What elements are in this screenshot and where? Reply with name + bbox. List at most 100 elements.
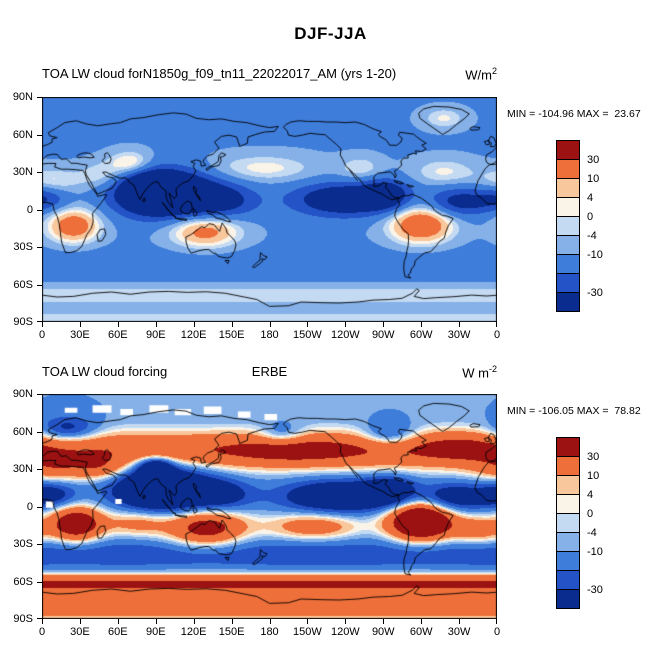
y-tick-label: 30N	[12, 166, 33, 178]
colorbar-cell	[556, 456, 580, 476]
colorbar-tick-label: -30	[587, 287, 603, 299]
y-tick-mark	[37, 469, 42, 470]
map-canvas-erbe	[42, 394, 497, 619]
colorbar-cell	[556, 437, 580, 457]
y-tick-label: 0	[26, 500, 33, 513]
colorbar-tick-label: -30	[587, 584, 603, 596]
x-tick-label: 120E	[180, 329, 207, 341]
colorbar-tick-label: 10	[587, 470, 600, 482]
y-tick-label: 60N	[12, 128, 33, 141]
y-tick-mark	[37, 394, 42, 395]
x-tick-mark	[496, 322, 497, 327]
x-tick-label: 150E	[218, 329, 245, 341]
panel1-minmax: MIN = -104.96 MAX = 23.67	[507, 108, 641, 120]
colorbar-tick-label: 10	[587, 173, 600, 185]
y-tick-label: 90N	[12, 91, 33, 103]
y-tick-label: 60N	[12, 425, 33, 438]
panel1-colorbar: 30 10 4 0 -4 -10 -30	[556, 140, 626, 312]
x-tick-mark	[155, 619, 157, 624]
y-tick-label: 0	[26, 203, 33, 216]
x-tick-label: 180	[260, 626, 279, 638]
x-tick-mark	[231, 322, 233, 327]
panel2-unit-exponent: -2	[488, 364, 497, 374]
x-tick-mark	[383, 322, 385, 327]
colorbar-tick-label: -4	[587, 527, 597, 539]
colorbar-cell	[556, 159, 580, 179]
panel2-map-frame	[42, 394, 497, 619]
panel1-left-title: TOA LW cloud forcing	[42, 66, 168, 81]
x-tick-mark	[269, 619, 271, 624]
x-tick-label: 0	[493, 329, 501, 341]
x-tick-mark	[383, 619, 385, 624]
panel2-lon-axis: 0 30E 60E 90E 120E 150E 180 150W 120W 90W 60W 30W 0	[39, 619, 501, 641]
x-tick-mark	[193, 619, 195, 624]
x-tick-mark	[42, 619, 43, 624]
x-tick-label: 150E	[218, 626, 245, 638]
y-tick-mark	[37, 544, 42, 545]
x-tick-mark	[42, 322, 43, 327]
x-tick-mark	[155, 322, 157, 327]
panel1-map-frame	[42, 97, 497, 322]
x-tick-mark	[496, 619, 497, 624]
y-tick-label: 60S	[13, 575, 33, 588]
x-tick-label: 120E	[180, 626, 207, 638]
y-tick-mark	[37, 506, 42, 508]
x-tick-mark	[269, 322, 271, 327]
colorbar-tick-label: -10	[587, 546, 603, 558]
x-tick-mark	[307, 619, 309, 624]
colorbar-tick-label: 0	[587, 211, 594, 223]
x-tick-label: 120W	[330, 329, 360, 341]
colorbar-cell	[556, 475, 580, 495]
colorbar-cell	[556, 216, 580, 236]
y-tick-mark	[37, 97, 42, 98]
y-tick-mark	[37, 247, 42, 248]
y-tick-mark	[37, 134, 42, 136]
panel1-unit-exponent: 2	[491, 66, 497, 76]
panel2-header: TOA LW cloud forcing ERBE W m-2	[42, 364, 497, 381]
colorbar-cell	[556, 494, 580, 514]
x-tick-label: 30E	[70, 626, 90, 638]
x-tick-label: 30W	[447, 626, 471, 638]
colorbar-cell	[556, 235, 580, 255]
x-tick-label: 30W	[447, 329, 471, 341]
panel2-lat-axis: 90N 60N 30N 0 30S 60S 90S	[0, 388, 42, 625]
y-tick-label: 30S	[13, 241, 33, 253]
colorbar-cell	[556, 273, 580, 293]
panel2-colorbar: 30 10 4 0 -4 -10 -30	[556, 437, 626, 609]
colorbar-cell	[556, 513, 580, 533]
x-tick-label: 150W	[293, 329, 322, 341]
x-tick-mark	[79, 619, 81, 624]
x-tick-mark	[307, 322, 309, 327]
x-tick-label: 120W	[330, 626, 360, 638]
colorbar-tick-label: -10	[587, 249, 603, 261]
x-tick-mark	[231, 619, 233, 624]
colorbar-tick-label: 30	[587, 451, 600, 463]
x-tick-label: 0	[38, 329, 46, 341]
x-tick-label: 30E	[70, 329, 90, 341]
colorbar-tick-label: 4	[587, 192, 594, 204]
y-tick-label: 30S	[13, 538, 33, 550]
panel2-units: W m-2	[462, 364, 497, 381]
x-tick-label: 90E	[145, 329, 166, 341]
x-tick-label: 0	[493, 626, 501, 638]
panel1-units: W/m2	[465, 66, 497, 83]
panel1-unit-base: W/m	[465, 67, 492, 83]
x-tick-label: 60W	[409, 626, 433, 638]
x-tick-label: 90E	[145, 626, 166, 638]
y-tick-mark	[37, 284, 42, 286]
x-tick-label: 180	[260, 329, 279, 341]
colorbar-cell	[556, 551, 580, 571]
panel2-unit-base: W m	[462, 365, 489, 381]
colorbar-cell	[556, 532, 580, 552]
x-tick-mark	[459, 619, 461, 624]
y-tick-label: 90S	[13, 613, 33, 625]
colorbar-tick-label: 0	[587, 508, 594, 520]
colorbar-tick-label: 4	[587, 489, 594, 501]
x-tick-mark	[117, 619, 119, 624]
x-tick-label: 90W	[371, 626, 395, 638]
colorbar-tick-label: 30	[587, 154, 600, 166]
y-tick-mark	[37, 209, 42, 211]
y-tick-mark	[37, 172, 42, 173]
x-tick-mark	[345, 322, 347, 327]
